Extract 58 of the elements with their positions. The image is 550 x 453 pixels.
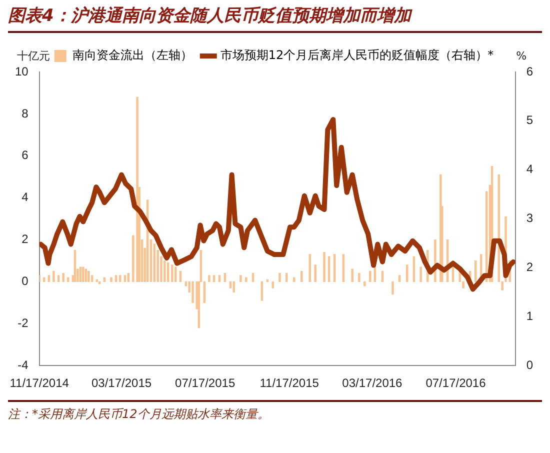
y-tick-label: -2 (18, 316, 29, 330)
y2-tick-label: 1 (526, 308, 534, 323)
y2-tick-label: 3 (526, 211, 534, 226)
bar (292, 277, 296, 282)
bar (232, 281, 235, 293)
bar (43, 277, 46, 282)
y2-tick-label: 5 (526, 113, 534, 128)
bar (136, 96, 138, 282)
y-tick-label: 2 (22, 232, 29, 246)
bar (62, 272, 64, 282)
bar (314, 264, 316, 282)
y2-tick-label: 0 (526, 358, 534, 372)
y2-tick-label: 6 (526, 64, 534, 78)
bar (364, 281, 366, 286)
bar (66, 277, 70, 282)
x-tick-label: 03/17/2016 (342, 376, 403, 390)
x-tick-label: 03/17/2015 (92, 376, 152, 390)
x-tick-label: 07/17/2016 (426, 376, 486, 390)
bar (300, 270, 303, 282)
x-tick-label: 11/17/2015 (260, 376, 320, 390)
y2-tick-label: 4 (526, 162, 534, 176)
bar (278, 272, 281, 282)
bar (240, 275, 242, 282)
bar (308, 254, 311, 282)
y2-tick-label: 2 (526, 260, 534, 274)
bar (52, 270, 55, 282)
legend-label: 市场预期12个月后离岸人民币的贬值幅度（右轴）* (220, 48, 494, 62)
bar (103, 277, 106, 282)
y-tick-label: 8 (22, 106, 29, 120)
y-tick-label: 0 (22, 274, 29, 288)
bar (171, 264, 174, 282)
bar (110, 277, 112, 282)
bar (88, 270, 90, 282)
y2-axis-title: % (516, 49, 527, 62)
bar (358, 272, 360, 282)
bar (174, 266, 177, 282)
bar (420, 266, 422, 282)
bar (96, 279, 98, 282)
legend-label: 南向资金流出（左轴） (72, 48, 192, 62)
bar (119, 275, 122, 282)
bar (323, 252, 326, 282)
bar (369, 270, 372, 282)
chart-title: 图表4：沪港通南向资金随人民币贬值预期增加而增加 (8, 4, 542, 33)
y-axis-title: 十亿元 (16, 49, 50, 62)
bar (208, 275, 210, 282)
bar (351, 268, 354, 282)
bar (164, 260, 166, 282)
text: 注：*采用离岸人民币12个月远期贴水率来衡量。 (8, 406, 270, 423)
x-tick-label: 07/17/2015 (175, 376, 236, 390)
bar (392, 281, 394, 295)
y-tick-label: 10 (14, 64, 29, 78)
y-tick-label: 6 (22, 148, 29, 162)
bar (245, 277, 248, 282)
x-tick-label: 11/17/2014 (10, 376, 70, 390)
bar (82, 266, 84, 282)
y-tick-label: -4 (18, 358, 29, 372)
y-tick-label: 4 (22, 190, 29, 204)
bar (127, 272, 130, 282)
